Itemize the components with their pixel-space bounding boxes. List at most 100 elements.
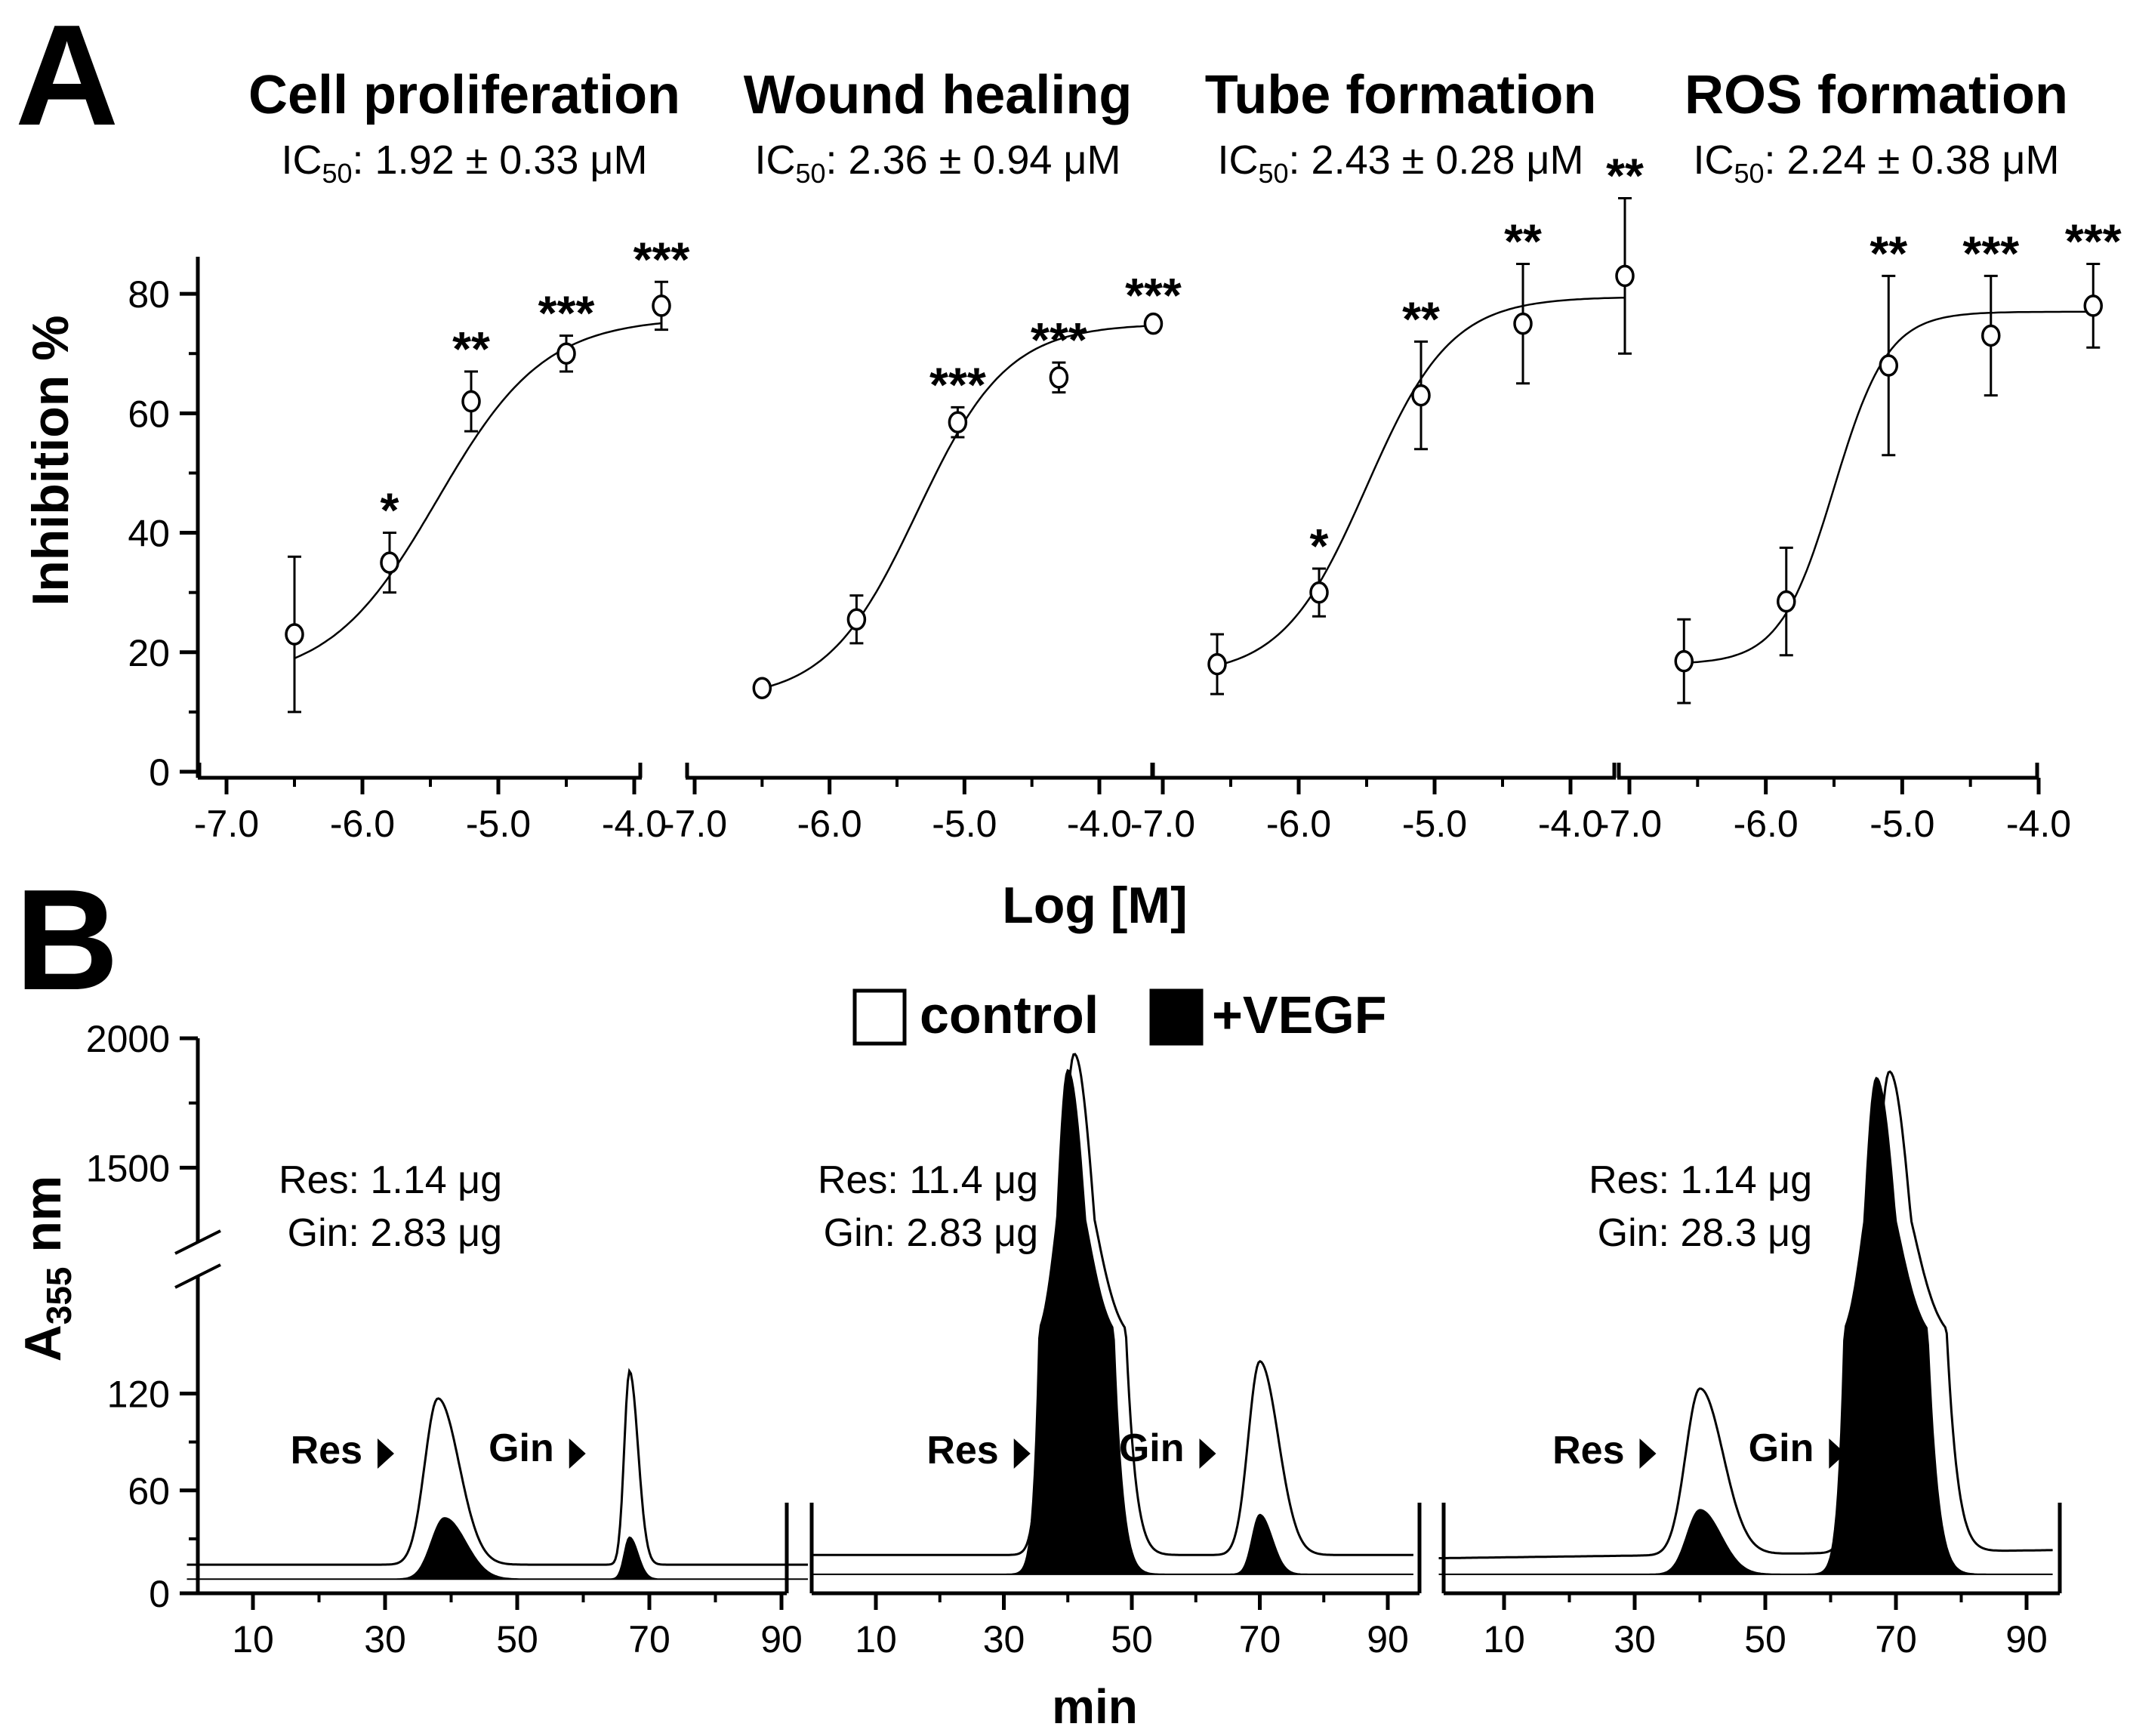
x-tick-label: -5.0 xyxy=(1870,803,1934,845)
chromatogram-2: 10 30 50 70 90 Res Gin Res: 11.4 μg Gin: 2.83 μg xyxy=(809,1053,1422,1660)
title-wound-healing: Wound healing xyxy=(744,65,1133,125)
amount-annotation-gin: Gin: 2.83 μg xyxy=(288,1211,502,1255)
significance-label: * xyxy=(381,483,399,538)
x-tick-label: 70 xyxy=(1239,1618,1281,1660)
x-tick-label: 10 xyxy=(1483,1618,1525,1660)
panel-label-a: A xyxy=(15,0,119,156)
legend-vegf-label: +VEGF xyxy=(1212,985,1386,1044)
panel-a-titles: Cell proliferation Wound healing Tube fo… xyxy=(248,65,2068,125)
panel-a-xlabel: Log [M] xyxy=(1002,877,1187,934)
significance-label: *** xyxy=(929,357,986,412)
data-point xyxy=(1309,581,1329,604)
x-tick-label: 70 xyxy=(628,1618,670,1660)
significance-label: *** xyxy=(633,232,690,286)
legend: control +VEGF xyxy=(852,985,1386,1046)
significance-label: *** xyxy=(1031,313,1087,367)
title-ros-formation: ROS formation xyxy=(1685,65,2068,125)
amount-annotation-gin: Gin: 28.3 μg xyxy=(1598,1211,1812,1255)
significance-label: *** xyxy=(2065,214,2122,269)
x-tick-label: 10 xyxy=(232,1618,274,1660)
peak-arrow-gin xyxy=(1829,1438,1846,1469)
y-tick-label: 120 xyxy=(107,1374,170,1416)
x-tick-label: 90 xyxy=(760,1618,803,1660)
x-tick-label: -7.0 xyxy=(1597,803,1662,845)
significance-label: *** xyxy=(1125,268,1182,322)
data-point xyxy=(846,608,867,631)
x-tick-label: -6.0 xyxy=(330,803,395,845)
significance-label: ** xyxy=(452,322,490,376)
title-cell-proliferation: Cell proliferation xyxy=(248,65,680,125)
legend-control-swatch xyxy=(852,988,907,1046)
dose-response-plot-2: -7.0 -6.0 -5.0 -4.0 *** *** *** xyxy=(662,268,1182,845)
y-tick-label: 2000 xyxy=(86,1018,170,1060)
x-tick-label: -4.0 xyxy=(1538,803,1603,845)
axis-break-mark xyxy=(174,1229,221,1255)
peak-arrow-res xyxy=(1639,1438,1657,1469)
y-tick-label: 0 xyxy=(149,1573,170,1615)
x-tick-label: 50 xyxy=(496,1618,538,1660)
x-tick-label: -4.0 xyxy=(602,803,667,845)
data-point xyxy=(1981,324,2001,347)
significance-label: ** xyxy=(1870,226,1907,280)
y-tick-label: 80 xyxy=(128,273,170,316)
ic50-wound-healing: IC50: 2.36 ± 0.94 μM xyxy=(755,137,1121,189)
significance-label: *** xyxy=(1962,226,2019,280)
legend-control-label: control xyxy=(920,985,1099,1044)
x-tick-label: 90 xyxy=(2005,1618,2048,1660)
x-tick-label: 10 xyxy=(855,1618,897,1660)
y-tick-label: 60 xyxy=(128,393,170,435)
dose-response-plot-1: -7.0 -6.0 -5.0 -4.0********* xyxy=(194,232,690,845)
fit-curve xyxy=(294,322,662,659)
x-tick-label: -5.0 xyxy=(932,803,997,845)
x-tick-label: -5.0 xyxy=(1402,803,1467,845)
data-point xyxy=(380,551,399,574)
panel-b-plots: 0 60 120 1500 2000 10 30 50 70 90 Res Gin Res: 1.14 … xyxy=(86,1018,2062,1660)
data-point xyxy=(752,677,772,699)
data-point xyxy=(1879,354,1899,377)
dose-response-plot-4: -7.0 -6.0 -5.0 -4.0** *** *** xyxy=(1597,214,2122,845)
peak-label-gin: Gin xyxy=(1119,1426,1185,1470)
y-tick-label: 0 xyxy=(149,751,170,794)
peak-arrow-gin xyxy=(569,1438,586,1469)
vegf-trace-fill xyxy=(186,1517,808,1580)
x-tick-label: -4.0 xyxy=(1067,803,1132,845)
amount-annotation-gin: Gin: 2.83 μg xyxy=(824,1211,1038,1255)
panel-b-ylabel: A355 nm xyxy=(14,1176,79,1362)
significance-label: ** xyxy=(1402,291,1440,346)
data-point xyxy=(1207,652,1227,676)
x-tick-label: 30 xyxy=(983,1618,1025,1660)
significance-label: ** xyxy=(1504,214,1542,269)
peak-arrow-gin xyxy=(1199,1438,1216,1469)
panel-label-b: B xyxy=(15,860,119,1020)
title-tube-formation: Tube formation xyxy=(1205,65,1597,125)
x-tick-label: -7.0 xyxy=(662,803,727,845)
peak-label-gin: Gin xyxy=(1749,1426,1814,1470)
significance-label: ** xyxy=(1606,149,1644,203)
y-tick-label: 60 xyxy=(128,1470,170,1512)
chromatogram-3: 10 30 50 70 90 Res Gin Res: 1.14 μg Gin: 28.3 μg xyxy=(1438,1070,2062,1660)
x-tick-label: -5.0 xyxy=(466,803,531,845)
vegf-trace-fill xyxy=(812,1068,1413,1575)
peak-arrow-res xyxy=(1013,1438,1031,1469)
peak-label-gin: Gin xyxy=(489,1426,554,1470)
amount-annotation-res: Res: 1.14 μg xyxy=(1589,1158,1812,1202)
data-point xyxy=(285,623,304,646)
data-point xyxy=(461,390,481,413)
peak-arrow-res xyxy=(378,1438,394,1469)
ic50-ros-formation: IC50: 2.24 ± 0.38 μM xyxy=(1694,137,2060,189)
control-trace xyxy=(186,1368,808,1566)
x-tick-label: 30 xyxy=(1614,1618,1656,1660)
chromatogram-1: 10 30 50 70 90 Res Gin Res: 1.14 μg Gin: 2.83 μg xyxy=(186,1158,808,1660)
data-point xyxy=(1411,384,1431,407)
dose-response-plot-3: -7.0 -6.0 -5.0 -4.0******* xyxy=(1130,149,1644,845)
x-tick-label: -6.0 xyxy=(1266,803,1331,845)
x-tick-label: 70 xyxy=(1875,1618,1917,1660)
panel-a-ylabel: Inhibition % xyxy=(22,315,79,606)
amount-annotation-res: Res: 11.4 μg xyxy=(818,1158,1038,1202)
data-point xyxy=(556,342,576,365)
significance-label: * xyxy=(1310,519,1329,573)
x-tick-label: -7.0 xyxy=(194,803,259,845)
axis-break-mark xyxy=(174,1263,221,1289)
panel-a-ic50: IC50: 1.92 ± 0.33 μM IC50: 2.36 ± 0.94 μ… xyxy=(282,137,2060,189)
